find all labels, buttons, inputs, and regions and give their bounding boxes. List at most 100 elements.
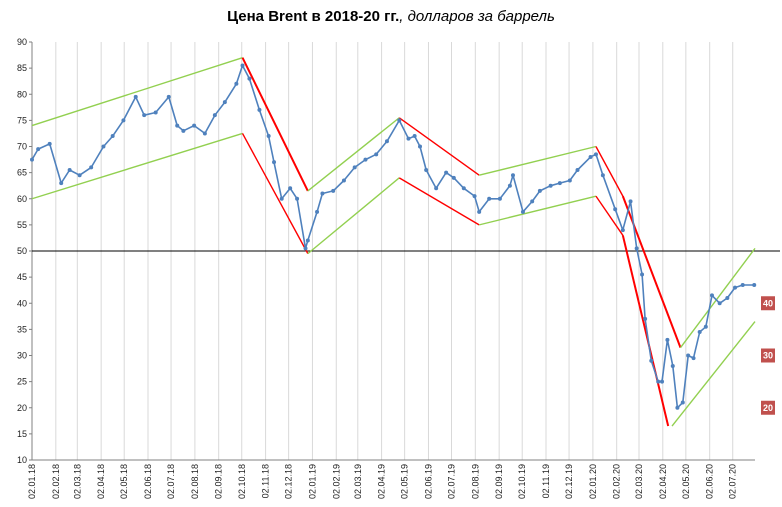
uptrend-line [307,177,400,255]
y-tick-label: 20 [17,403,27,413]
y-tick-label: 10 [17,455,27,465]
x-tick-label: 02.08.19 [470,464,480,499]
x-tick-label: 02.10.19 [517,464,527,499]
y-tick-label: 55 [17,220,27,230]
data-point [240,63,245,68]
x-tick-label: 02.01.19 [307,464,317,499]
x-tick-label: 02.01.18 [27,464,37,499]
level-badge [761,296,775,311]
x-tick-label: 02.09.18 [214,464,224,499]
x-tick-label: 02.03.20 [634,464,644,499]
data-point [537,188,542,193]
uptrend-line [31,132,243,200]
data-point [703,324,708,329]
data-point [593,152,598,157]
data-point [752,282,757,287]
data-point [670,363,675,368]
x-tick-label: 02.07.19 [447,464,457,499]
y-tick-label: 65 [17,168,27,178]
data-point [47,141,52,146]
level-badge [761,348,775,363]
data-point [89,165,94,170]
data-point [717,301,722,306]
data-point [320,191,325,196]
x-tick-label: 02.01.20 [588,464,598,499]
data-point [709,293,714,298]
x-tick-label: 02.05.19 [400,464,410,499]
data-point [567,178,572,183]
data-point [477,209,482,214]
data-point [212,113,217,118]
chart-title-main: Цена Brent в 2018-20 гг. [227,8,400,25]
chart-subtitle: , долларов за баррель [399,8,555,25]
data-point [110,134,115,139]
x-tick-label: 02.06.20 [705,464,715,499]
data-point [288,186,293,191]
x-tick-label: 02.05.20 [681,464,691,499]
level-badge-label: 40 [763,298,773,308]
uptrend-line [671,321,756,427]
data-point [279,196,284,201]
data-point [247,76,252,81]
x-tick-label: 02.06.18 [143,464,153,499]
uptrend-line [479,195,597,226]
data-point [497,196,502,201]
data-point [507,183,512,188]
data-point [295,196,300,201]
data-point [461,186,466,191]
data-point [725,296,730,301]
x-tick-label: 02.02.19 [331,464,341,499]
data-point [36,147,41,152]
data-point [192,123,197,128]
data-point [153,110,158,115]
x-tick-label: 02.04.20 [658,464,668,499]
y-tick-label: 25 [17,377,27,387]
data-point [59,181,64,186]
x-tick-label: 02.11.18 [261,464,271,498]
data-point [234,81,239,86]
y-tick-label: 30 [17,351,27,361]
axes [29,41,780,461]
level-badge-label: 30 [763,351,773,361]
data-point [575,168,580,173]
y-tick-label: 40 [17,298,27,308]
y-tick-label: 90 [17,37,27,47]
data-point [412,134,417,139]
downtrend-line [595,146,624,197]
data-point [588,154,593,159]
data-point [686,353,691,358]
data-point [257,107,262,112]
data-point [272,160,277,165]
x-tick-label: 02.10.18 [237,464,247,499]
uptrend-line [679,247,756,349]
data-point [691,356,696,361]
data-point [374,152,379,157]
data-point [557,181,562,186]
data-point [660,379,665,384]
y-tick-label: 75 [17,115,27,125]
uptrend-line [479,145,597,176]
data-point [406,136,411,141]
data-point [331,188,336,193]
chart-title: Цена Brent в 2018-20 гг., долларов за ба… [0,8,782,25]
data-point [397,118,402,123]
data-point [418,144,423,149]
data-point [352,165,357,170]
tick-labels: 02.01.18 02.02.18 02.03.18 02.04.18 02.05.18… [17,37,738,499]
data-point [101,144,106,149]
data-point [30,157,34,162]
x-tick-label: 02.11.19 [541,464,551,498]
data-point [680,400,685,405]
downtrend-line [398,117,480,176]
data-point [444,170,449,175]
data-point [656,379,661,384]
x-tick-label: 02.07.20 [728,464,738,499]
data-point [510,173,515,178]
data-point [451,175,456,180]
y-tick-label: 60 [17,194,27,204]
level-badge-label: 20 [763,403,773,413]
data-point [303,246,308,251]
y-tick-label: 85 [17,63,27,73]
data-point [675,405,680,410]
